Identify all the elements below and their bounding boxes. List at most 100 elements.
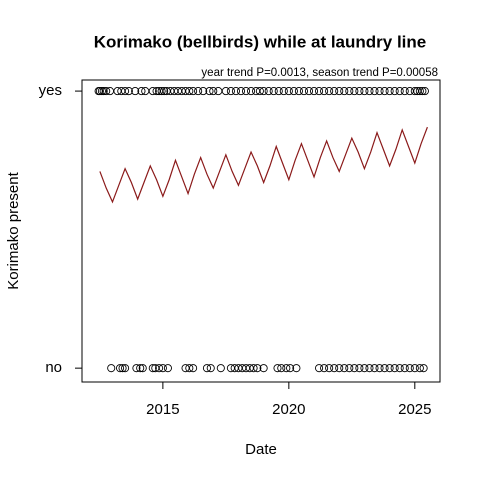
point — [304, 87, 314, 96]
point — [325, 87, 334, 96]
point — [121, 364, 130, 373]
point — [155, 364, 164, 373]
point — [115, 364, 125, 373]
point — [148, 364, 157, 373]
point — [137, 87, 146, 96]
point — [390, 87, 399, 96]
fit-line — [99, 126, 428, 204]
point — [132, 364, 141, 373]
point — [269, 87, 278, 96]
point — [214, 87, 223, 96]
point — [360, 364, 369, 373]
point — [277, 364, 286, 373]
point — [294, 87, 303, 96]
point — [158, 364, 167, 373]
x-tick-label: 2025 — [398, 401, 431, 418]
point — [274, 87, 283, 96]
point — [107, 364, 116, 373]
plot-frame — [81, 79, 441, 383]
point — [415, 364, 424, 373]
point — [273, 364, 282, 373]
point — [249, 364, 258, 373]
point — [315, 364, 324, 373]
x-tick-label: 2015 — [146, 401, 179, 418]
point — [95, 87, 104, 96]
point — [236, 87, 246, 96]
point — [415, 87, 424, 96]
point — [286, 364, 295, 373]
point — [189, 364, 198, 373]
point — [370, 364, 379, 373]
point — [315, 87, 324, 96]
point — [385, 364, 394, 373]
point — [299, 87, 309, 96]
point — [199, 87, 208, 96]
point — [226, 87, 235, 96]
point — [231, 87, 240, 96]
point — [320, 364, 329, 373]
point — [309, 87, 319, 96]
point — [138, 364, 147, 373]
point — [335, 364, 344, 373]
point — [420, 87, 429, 96]
point — [124, 87, 133, 96]
point — [205, 87, 214, 96]
point — [375, 364, 384, 373]
point — [419, 364, 428, 373]
point — [160, 87, 169, 96]
point — [282, 364, 291, 373]
point — [380, 87, 389, 96]
point — [259, 364, 268, 373]
point — [418, 87, 427, 96]
point — [375, 87, 384, 96]
point — [395, 87, 404, 96]
point — [284, 87, 293, 96]
chart-title: Korimako (bellbirds) while at laundry li… — [94, 32, 427, 51]
point — [253, 364, 262, 373]
point — [360, 87, 369, 96]
point — [405, 364, 414, 373]
point — [380, 364, 389, 373]
point — [400, 87, 409, 96]
point — [99, 87, 108, 96]
y-tick-label: no — [45, 359, 62, 376]
point — [148, 87, 157, 96]
point — [216, 364, 225, 373]
point — [335, 87, 344, 96]
point — [255, 87, 264, 96]
point — [202, 364, 212, 373]
point — [131, 87, 140, 96]
point — [189, 87, 198, 96]
point — [194, 87, 203, 96]
point — [355, 364, 364, 373]
point — [163, 364, 172, 373]
point — [340, 364, 349, 373]
point — [350, 364, 359, 373]
point — [345, 364, 354, 373]
point — [118, 364, 127, 373]
point — [365, 87, 374, 96]
point — [206, 364, 215, 373]
point — [355, 87, 364, 96]
y-tick-label: yes — [39, 82, 62, 99]
point — [410, 364, 419, 373]
point — [385, 87, 394, 96]
point — [209, 87, 218, 96]
point — [325, 364, 334, 373]
point — [246, 87, 256, 96]
point — [345, 87, 354, 96]
y-axis-label: Korimako present — [5, 171, 22, 289]
point — [241, 87, 251, 96]
point — [259, 87, 268, 96]
point — [121, 87, 130, 96]
point — [136, 364, 145, 373]
point — [365, 364, 374, 373]
point — [340, 87, 349, 96]
point — [221, 87, 230, 96]
point — [292, 364, 301, 373]
point — [330, 87, 339, 96]
chart-subtitle: year trend P=0.0013, season trend P=0.00… — [201, 67, 438, 79]
x-tick-label: 2020 — [272, 401, 305, 418]
point — [390, 364, 399, 373]
